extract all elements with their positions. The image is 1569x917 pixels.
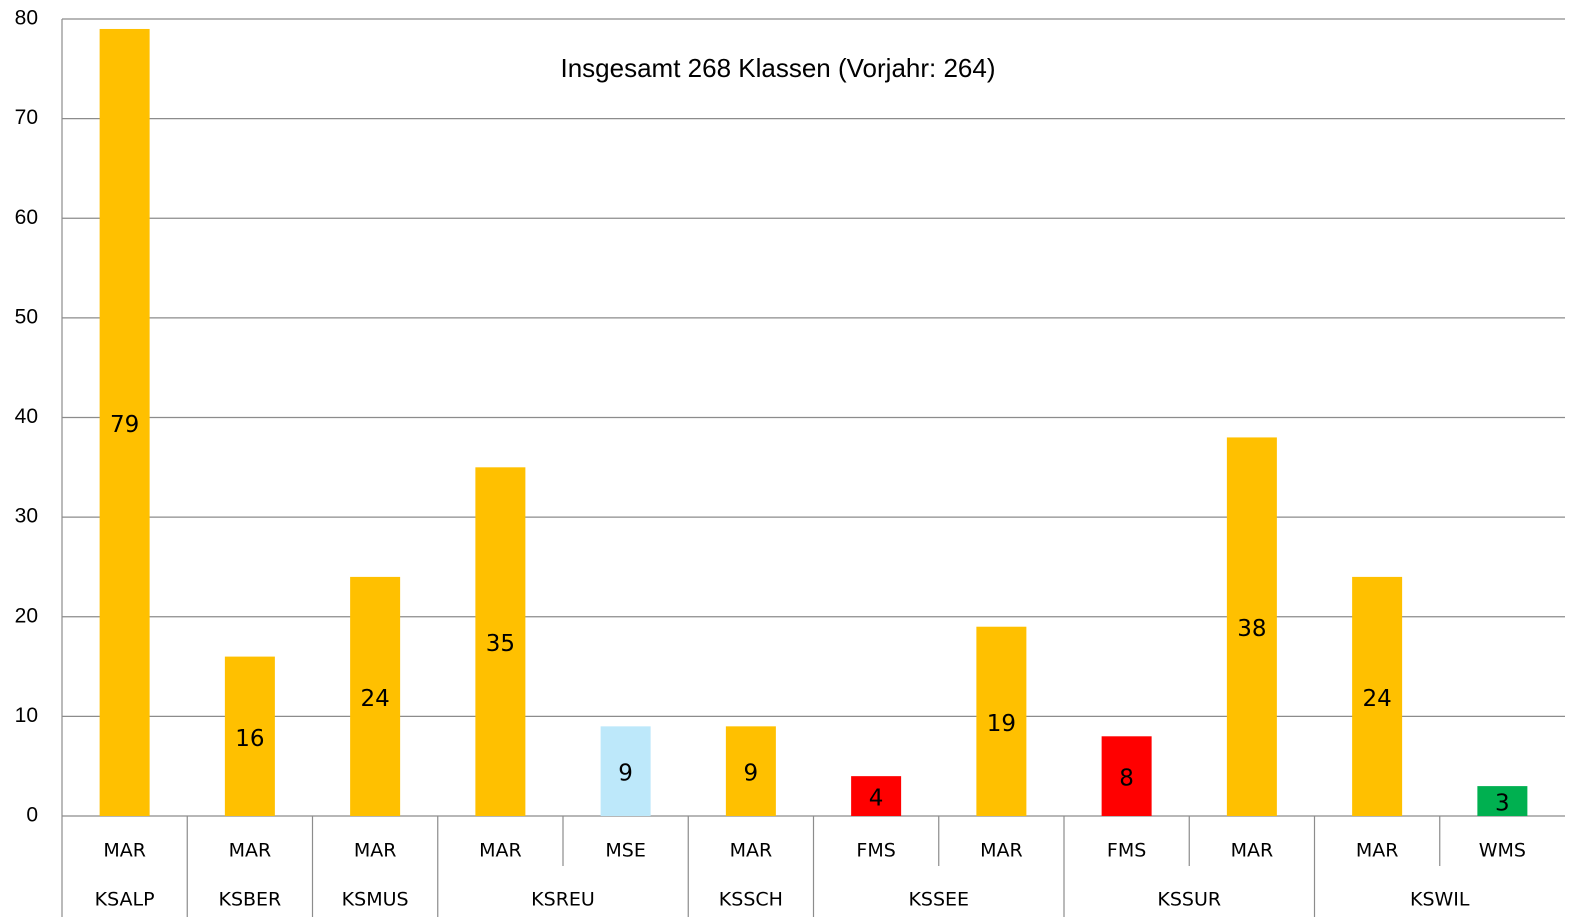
bar [1101,736,1152,816]
bar [976,626,1027,816]
data-label: 9 [618,761,633,787]
bar [224,656,275,816]
y-tick-label: 70 [15,106,38,129]
x-tick-label: MAR [1356,840,1399,862]
y-tick-label: 80 [15,7,38,30]
group-label: KSSUR [1157,889,1221,911]
data-label: 16 [235,726,264,752]
bar [350,576,401,816]
y-tick-label: 10 [15,704,38,727]
data-label: 24 [360,686,389,712]
x-tick-label: MAR [354,840,397,862]
x-tick-label: MAR [980,840,1023,862]
group-label: KSSEE [908,889,969,911]
bar [475,467,526,816]
bar [851,776,902,816]
bar [600,726,651,816]
data-label: 79 [110,412,139,438]
bar [99,28,150,816]
x-tick-label: FMS [1107,840,1146,862]
x-tick-label: WMS [1479,840,1526,862]
x-tick-label: MAR [229,840,272,862]
data-label: 35 [486,631,515,657]
x-tick-label: MAR [479,840,522,862]
data-label: 3 [1495,791,1510,817]
group-label: KSMUS [342,889,409,911]
bar [1226,437,1277,816]
group-label: KSREU [531,889,595,911]
group-label: KSWIL [1410,889,1470,911]
bar [1352,576,1403,816]
y-tick-label: 0 [26,804,38,827]
data-label: 24 [1362,686,1391,712]
x-tick-label: MSE [605,840,645,862]
data-label: 4 [869,786,884,812]
chart-title: Insgesamt 268 Klassen (Vorjahr: 264) [560,53,995,83]
group-label: KSBER [218,889,281,911]
data-label: 19 [987,711,1016,737]
y-tick-label: 40 [15,405,38,428]
group-label: KSALP [95,889,155,911]
x-tick-label: MAR [103,840,146,862]
data-label: 9 [744,761,759,787]
x-tick-label: MAR [1231,840,1274,862]
y-tick-label: 20 [15,604,38,627]
bar [725,726,776,816]
y-tick-label: 30 [15,505,38,528]
data-label: 8 [1119,766,1134,792]
x-tick-label: FMS [856,840,895,862]
x-tick-label: MAR [730,840,773,862]
bar [1477,786,1528,816]
y-tick-label: 60 [15,206,38,229]
group-label: KSSCH [719,889,783,911]
y-tick-label: 50 [15,305,38,328]
data-label: 38 [1237,616,1266,642]
